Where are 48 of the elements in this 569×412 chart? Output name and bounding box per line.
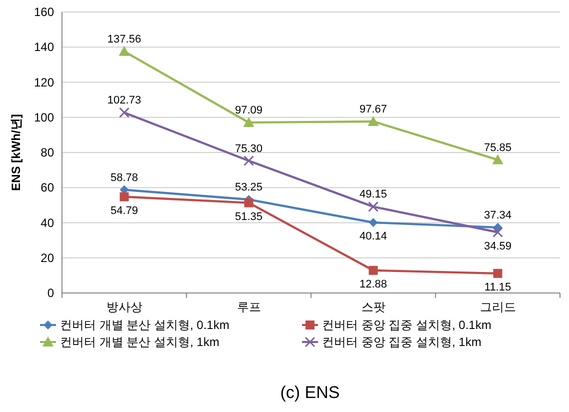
point bbox=[368, 116, 379, 126]
x-tick-label: 루프 bbox=[236, 300, 261, 314]
data-label: 12.88 bbox=[359, 278, 388, 290]
legend-label: 컨버터 중앙 집중 설치형, 0.1km bbox=[322, 318, 492, 332]
y-tick-label: 40 bbox=[40, 216, 54, 230]
data-label: 97.67 bbox=[359, 103, 388, 116]
y-axis-title: ENS [kWh/년] bbox=[9, 114, 23, 191]
data-label: 97.09 bbox=[234, 104, 263, 116]
data-label: 34.59 bbox=[484, 240, 512, 252]
point bbox=[368, 266, 378, 275]
y-tick-label: 20 bbox=[40, 250, 54, 265]
data-label: 102.73 bbox=[107, 94, 142, 107]
point bbox=[244, 156, 254, 166]
y-tick-label: 120 bbox=[34, 75, 54, 90]
point bbox=[493, 268, 502, 278]
y-tick-label: 140 bbox=[34, 40, 54, 54]
x-tick-label: 스팟 bbox=[361, 300, 386, 314]
legend-label: 컨버터 중앙 집중 설치형, 1km bbox=[322, 335, 482, 349]
data-label: 75.85 bbox=[484, 142, 512, 154]
point bbox=[118, 46, 130, 56]
data-label: 137.56 bbox=[107, 33, 142, 46]
y-tick-label: 80 bbox=[40, 146, 54, 160]
point bbox=[120, 192, 129, 202]
data-label: 53.25 bbox=[234, 181, 263, 194]
point bbox=[492, 227, 503, 238]
x-tick-label: 방사상 bbox=[106, 300, 142, 314]
y-tick-label: 0 bbox=[47, 286, 54, 300]
data-label: 40.14 bbox=[359, 230, 388, 243]
point bbox=[243, 116, 254, 127]
text: (c) ENS bbox=[280, 383, 340, 402]
data-label: 75.30 bbox=[234, 142, 263, 155]
data-label: 58.78 bbox=[110, 172, 138, 184]
legend-label: 컨버터 개별 분산 설치형, 0.1km bbox=[60, 318, 230, 332]
point bbox=[492, 154, 504, 164]
y-tick-label: 160 bbox=[34, 5, 54, 19]
data-label: 51.35 bbox=[234, 210, 263, 223]
point bbox=[368, 201, 378, 212]
y-tick-label: 100 bbox=[34, 110, 54, 124]
point bbox=[244, 198, 254, 208]
data-label: 49.15 bbox=[359, 188, 388, 201]
point bbox=[119, 107, 130, 118]
x-tick-label: 그리드 bbox=[480, 300, 516, 314]
data-label: 11.15 bbox=[484, 281, 512, 294]
data-label: 54.79 bbox=[110, 204, 138, 217]
data-label: 37.34 bbox=[484, 209, 512, 222]
y-tick-label: 60 bbox=[40, 180, 54, 195]
legend-label: 컨버터 개별 분산 설치형, 1km bbox=[60, 335, 220, 349]
point bbox=[368, 218, 378, 228]
